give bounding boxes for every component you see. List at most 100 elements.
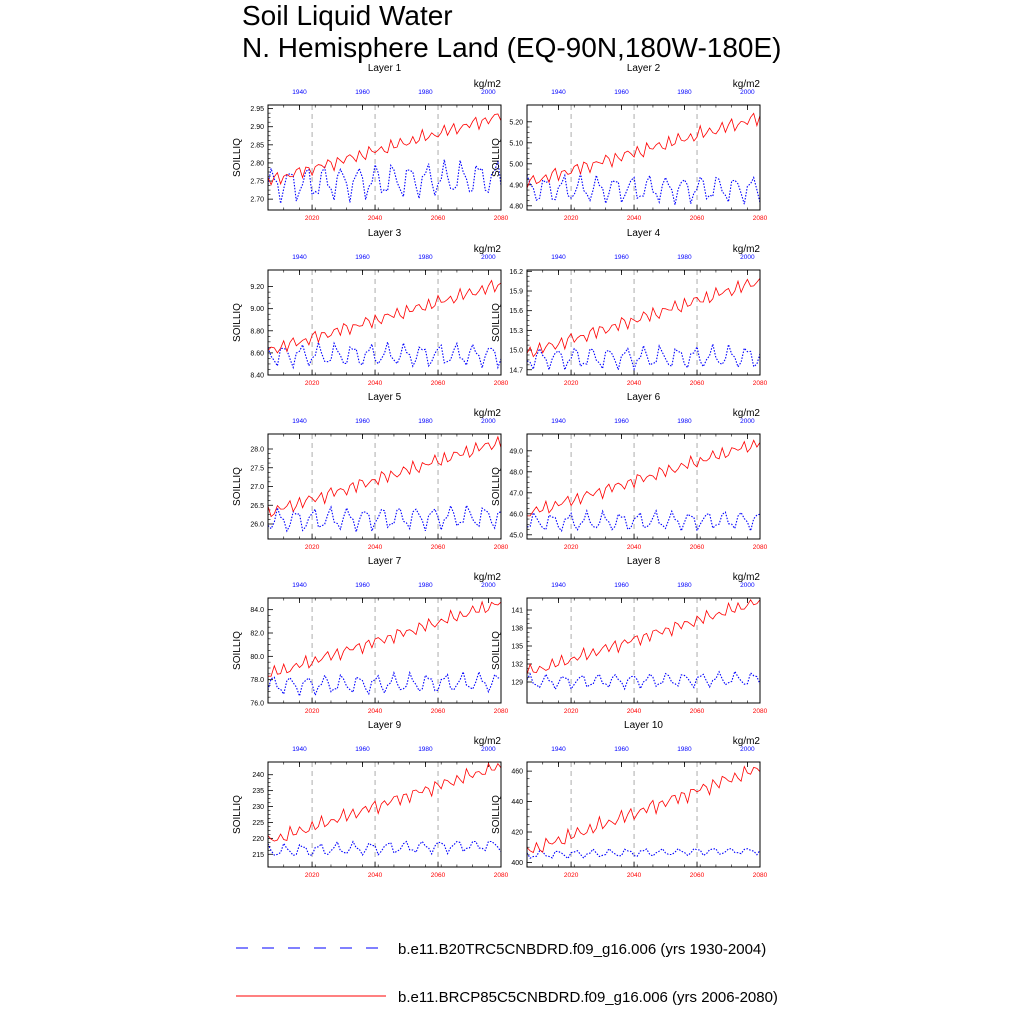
y-tick-label: 15.9 <box>509 289 523 296</box>
y-tick-label: 2.80 <box>250 160 264 167</box>
x-top-tick-label: 1980 <box>418 582 433 589</box>
series-line-future <box>267 435 502 518</box>
y-tick-label: 230 <box>252 804 264 811</box>
x-top-tick-label: 1960 <box>355 746 370 753</box>
panel-title: Layer 2 <box>627 63 661 74</box>
y-tick-label: 138 <box>511 626 523 633</box>
x-bottom-tick-label: 2080 <box>494 544 509 551</box>
x-bottom-tick-label: 2040 <box>368 708 383 715</box>
x-top-tick-label: 2000 <box>740 89 755 96</box>
panel-title: Layer 10 <box>624 720 663 731</box>
x-top-tick-label: 2000 <box>740 418 755 425</box>
y-tick-label: 5.10 <box>509 140 523 147</box>
units-label: kg/m2 <box>733 79 761 90</box>
x-bottom-tick-label: 2040 <box>368 872 383 879</box>
x-top-tick-label: 2000 <box>481 418 496 425</box>
x-bottom-tick-label: 2020 <box>564 708 579 715</box>
x-top-tick-label: 1940 <box>292 746 307 753</box>
x-bottom-tick-label: 2060 <box>690 708 705 715</box>
y-axis-label: SOILLIQ <box>232 467 243 506</box>
y-axis-label: SOILLIQ <box>232 303 243 342</box>
x-bottom-tick-label: 2020 <box>305 708 320 715</box>
series-line-future <box>526 112 761 189</box>
x-bottom-tick-label: 2020 <box>564 872 579 879</box>
y-tick-label: 460 <box>511 769 523 776</box>
y-tick-label: 225 <box>252 820 264 827</box>
y-tick-label: 8.80 <box>250 328 264 335</box>
x-top-tick-label: 1960 <box>355 582 370 589</box>
x-top-tick-label: 1960 <box>614 89 629 96</box>
y-tick-label: 46.0 <box>509 511 523 518</box>
x-top-tick-label: 1960 <box>614 582 629 589</box>
series-line-future <box>526 765 761 854</box>
y-tick-label: 9.00 <box>250 306 264 313</box>
chart-panel-layer-6: Layer 6 kg/m2 SOILLIQ 45.0 46.0 47.0 48.0 49.0 2… <box>491 392 768 551</box>
chart-panel-layer-8: Layer 8 kg/m2 SOILLIQ 129 132 135 138 141 2020 20… <box>491 556 768 715</box>
plot-frame <box>267 597 502 704</box>
x-top-tick-label: 1940 <box>292 418 307 425</box>
series-line-future <box>267 279 502 354</box>
y-tick-label: 5.20 <box>509 119 523 126</box>
y-tick-label: 2.95 <box>250 106 264 113</box>
x-bottom-tick-label: 2040 <box>368 380 383 387</box>
x-top-tick-label: 1940 <box>551 746 566 753</box>
plot-frame <box>526 761 761 868</box>
x-top-tick-label: 1940 <box>292 582 307 589</box>
x-top-tick-label: 1940 <box>551 418 566 425</box>
x-bottom-tick-label: 2060 <box>431 708 446 715</box>
panel-title: Layer 8 <box>627 556 661 567</box>
x-bottom-tick-label: 2060 <box>690 380 705 387</box>
legend-historical-label: b.e11.B20TRC5CNBDRD.f09_g16.006 (yrs 193… <box>398 941 766 958</box>
y-tick-label: 48.0 <box>509 469 523 476</box>
x-top-tick-label: 1960 <box>614 418 629 425</box>
y-tick-label: 132 <box>511 662 523 669</box>
figure-subtitle: N. Hemisphere Land (EQ-90N,180W-180E) <box>242 32 782 63</box>
units-label: kg/m2 <box>474 408 502 419</box>
y-tick-label: 129 <box>511 680 523 687</box>
units-label: kg/m2 <box>733 244 761 255</box>
chart-panel-layer-10: Layer 10 kg/m2 SOILLIQ 400 420 440 460 2020 2040… <box>491 720 768 879</box>
x-top-tick-label: 1940 <box>551 582 566 589</box>
x-bottom-tick-label: 2060 <box>431 380 446 387</box>
x-top-tick-label: 1980 <box>418 746 433 753</box>
y-tick-label: 141 <box>511 608 523 615</box>
y-tick-label: 49.0 <box>509 448 523 455</box>
series-line-historical <box>526 342 761 372</box>
panel-title: Layer 1 <box>368 63 402 74</box>
x-bottom-tick-label: 2020 <box>305 215 320 222</box>
x-top-tick-label: 1960 <box>355 254 370 261</box>
panel-title: Layer 4 <box>627 228 661 239</box>
x-top-tick-label: 2000 <box>481 582 496 589</box>
units-label: kg/m2 <box>474 572 502 583</box>
y-axis-label: SOILLIQ <box>491 303 502 342</box>
y-tick-label: 2.70 <box>250 197 264 204</box>
plot-frame <box>267 433 502 540</box>
plot-frame <box>267 761 502 868</box>
series-line-historical <box>267 840 502 857</box>
x-bottom-tick-label: 2060 <box>690 215 705 222</box>
y-tick-label: 2.85 <box>250 142 264 149</box>
y-tick-label: 440 <box>511 799 523 806</box>
panel-title: Layer 5 <box>368 392 402 403</box>
panel-title: Layer 9 <box>368 720 402 731</box>
y-axis-label: SOILLIQ <box>491 795 502 834</box>
legend: b.e11.B20TRC5CNBDRD.f09_g16.006 (yrs 193… <box>236 941 778 1006</box>
x-top-tick-label: 2000 <box>740 254 755 261</box>
x-bottom-tick-label: 2080 <box>753 215 768 222</box>
x-top-tick-label: 1940 <box>551 254 566 261</box>
series-line-historical <box>267 340 502 371</box>
y-tick-label: 400 <box>511 860 523 867</box>
series-line-future <box>526 277 761 358</box>
y-tick-label: 8.40 <box>250 373 264 380</box>
chart-panel-layer-2: Layer 2 kg/m2 SOILLIQ 4.80 4.90 5.00 5.10 5.20 2… <box>491 63 768 222</box>
x-bottom-tick-label: 2080 <box>494 215 509 222</box>
chart-panel-layer-3: Layer 3 kg/m2 SOILLIQ 8.40 8.60 8.80 9.00 9.20 2… <box>232 228 509 387</box>
units-label: kg/m2 <box>474 736 502 747</box>
x-top-tick-label: 1980 <box>677 746 692 753</box>
chart-panel-layer-4: Layer 4 kg/m2 SOILLIQ 14.7 15.0 15.3 15.6 15.9 1… <box>491 228 768 387</box>
series-line-historical <box>526 509 761 533</box>
x-top-tick-label: 2000 <box>481 746 496 753</box>
x-bottom-tick-label: 2020 <box>564 544 579 551</box>
panel-title: Layer 3 <box>368 228 402 239</box>
y-axis-label: SOILLIQ <box>232 631 243 670</box>
